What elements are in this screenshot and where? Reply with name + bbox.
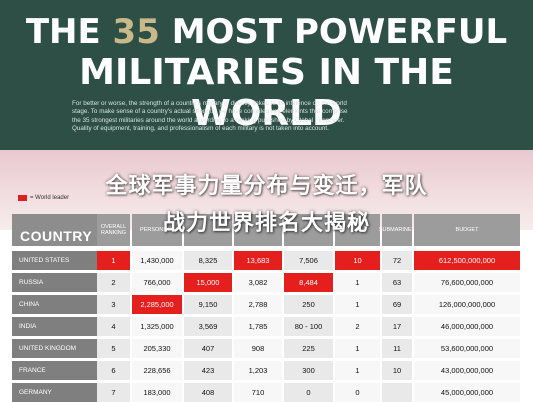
table-cell: 1 — [335, 273, 380, 292]
column-header — [335, 214, 380, 246]
country-name: CHINA — [12, 295, 97, 314]
column-header: SUBMARINES — [379, 214, 415, 246]
country-name: UNITED STATES — [12, 251, 97, 270]
overlay-caption-line2: 战力世界排名大揭秘 — [162, 211, 370, 236]
table-cell: 10 — [382, 361, 412, 380]
table-cell: 1,430,000 — [132, 251, 182, 270]
table-cell-world-leader: 10 — [335, 251, 380, 270]
table-cell: 11 — [382, 339, 412, 358]
table-cell: 4 — [97, 317, 130, 336]
table-cell: 63 — [382, 273, 412, 292]
table-row: INDIA 4 1,325,000 3,569 1,785 80 - 100 2 17 46,0… — [12, 317, 520, 336]
table-cell: 53,600,000,000 — [414, 339, 520, 358]
table-cell: 9,150 — [184, 295, 232, 314]
page-title-line2: MILITARIES IN THE WORLD — [79, 52, 454, 134]
table-row: CHINA 3 2,285,000 9,150 2,788 250 1 69 126,000,0… — [12, 295, 520, 314]
table-cell: 1,785 — [234, 317, 282, 336]
table-cell: 5 — [97, 339, 130, 358]
table-cell: 126,000,000,000 — [414, 295, 520, 314]
table-cell: 300 — [284, 361, 333, 380]
table-cell: 3,082 — [234, 273, 282, 292]
header-banner: THE 35 MOST POWERFUL MILITARIES IN THE W… — [0, 0, 533, 150]
table-cell: 69 — [382, 295, 412, 314]
table-row: UNITED KINGDOM 5 205,330 407 908 225 1 11 53,600… — [12, 339, 520, 358]
table-cell: 76,600,000,000 — [414, 273, 520, 292]
table-cell: 6 — [97, 361, 130, 380]
legend-label: = World leader — [30, 195, 70, 201]
table-cell: 408 — [184, 383, 232, 402]
intro-text: For better or worse, the strength of a c… — [72, 100, 472, 133]
table-cell: 250 — [284, 295, 333, 314]
table-cell: 2 — [97, 273, 130, 292]
table-cell: 7,506 — [284, 251, 333, 270]
table-cell-world-leader: 8,484 — [284, 273, 333, 292]
table-cell: 1,325,000 — [132, 317, 182, 336]
table-cell: 1,203 — [234, 361, 282, 380]
table-cell-world-leader: 13,683 — [234, 251, 282, 270]
country-name: GERMANY — [12, 383, 97, 402]
table-cell — [382, 383, 412, 402]
table-cell: 1 — [335, 361, 380, 380]
table-cell: 228,656 — [132, 361, 182, 380]
table-cell: 407 — [184, 339, 232, 358]
table-row: RUSSIA 2 766,000 15,000 3,082 8,484 1 63 76,600,… — [12, 273, 520, 292]
table-cell-world-leader: 612,500,000,000 — [414, 251, 520, 270]
table-cell: 17 — [382, 317, 412, 336]
table-cell: 0 — [284, 383, 333, 402]
column-header — [184, 214, 232, 246]
table-row: GERMANY 7 183,000 408 710 0 0 45,000,000,000 — [12, 383, 520, 402]
table-cell: 3,569 — [184, 317, 232, 336]
column-header: PERSONNEL — [132, 214, 182, 246]
table-cell: 1 — [335, 339, 380, 358]
table-cell: 46,000,000,000 — [414, 317, 520, 336]
table-row: FRANCE 6 228,656 423 1,203 300 1 10 43,000,000,0… — [12, 361, 520, 380]
table-cell: 43,000,000,000 — [414, 361, 520, 380]
table-cell: 766,000 — [132, 273, 182, 292]
table-row: UNITED STATES 1 1,430,000 8,325 13,683 7,506 1… — [12, 251, 520, 270]
table-cell: 710 — [234, 383, 282, 402]
country-header-cell: COUNTRY — [12, 214, 97, 246]
overlay-caption-line1: 全球军事力量分布与变迁，军队 — [105, 174, 428, 199]
table-cell-world-leader: 1 — [97, 251, 130, 270]
table-cell: 2 — [335, 317, 380, 336]
page-title-line1: THE 35 MOST POWERFUL — [25, 12, 508, 52]
table-cell: 7 — [97, 383, 130, 402]
intro-line: the 35 strongest militaries around the w… — [72, 116, 345, 124]
country-name: FRANCE — [12, 361, 97, 380]
column-header — [284, 214, 333, 246]
table-cell-world-leader: 15,000 — [184, 273, 232, 292]
column-header: BUDGET — [414, 214, 520, 246]
table-cell: 72 — [382, 251, 412, 270]
table-cell: 45,000,000,000 — [414, 383, 520, 402]
table-cell: 2,788 — [234, 295, 282, 314]
country-name: UNITED KINGDOM — [12, 339, 97, 358]
intro-line: For better or worse, the strength of a c… — [72, 100, 347, 107]
table-cell: 80 - 100 — [284, 317, 333, 336]
country-name: INDIA — [12, 317, 97, 336]
legend-swatch — [18, 195, 27, 201]
intro-line: Quality of equipment, training, and prof… — [72, 124, 329, 132]
table-cell: 3 — [97, 295, 130, 314]
column-header — [234, 214, 282, 246]
country-name: RUSSIA — [12, 273, 97, 292]
table-cell: 0 — [335, 383, 380, 402]
intro-line: stage. To make sense of a country's actu… — [72, 108, 348, 116]
table-cell: 908 — [234, 339, 282, 358]
table-cell: 183,000 — [132, 383, 182, 402]
table-cell: 423 — [184, 361, 232, 380]
table-cell: 8,325 — [184, 251, 232, 270]
country-header: COUNTRY — [20, 228, 93, 244]
table-cell: 1 — [335, 295, 380, 314]
table-cell: 205,330 — [132, 339, 182, 358]
legend: = World leader — [18, 195, 69, 201]
table-cell: 225 — [284, 339, 333, 358]
column-header: OVERALL RANKING — [97, 214, 130, 246]
table-cell-world-leader: 2,285,000 — [132, 295, 182, 314]
